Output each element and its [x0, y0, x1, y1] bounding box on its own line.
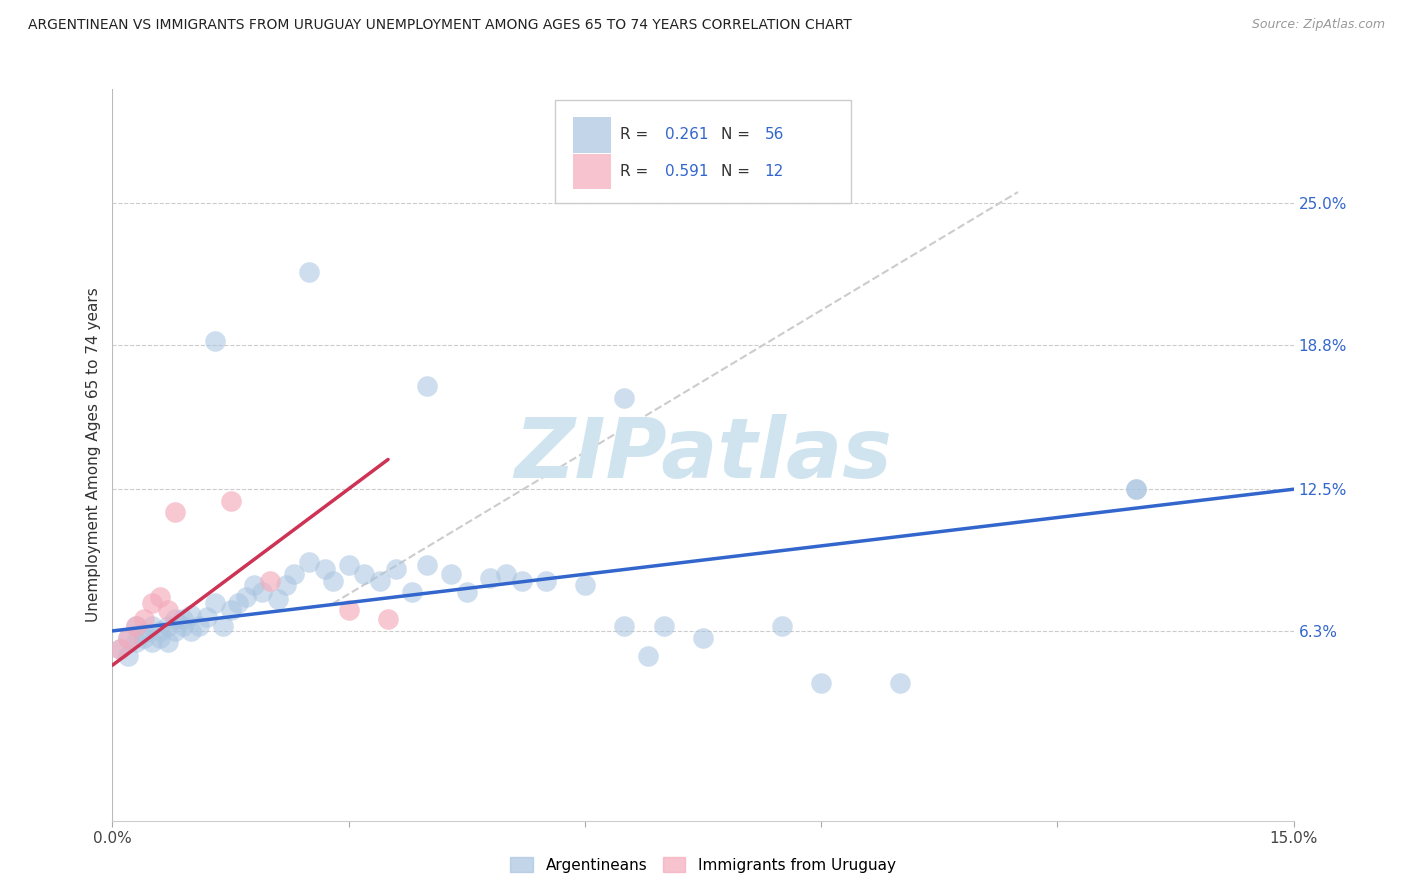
Point: [889, 676, 911, 690]
Point: [228, 597, 250, 611]
Point: [117, 631, 139, 645]
Point: [219, 603, 242, 617]
Point: [110, 642, 132, 657]
Point: [401, 585, 423, 599]
Text: ARGENTINEAN VS IMMIGRANTS FROM URUGUAY UNEMPLOYMENT AMONG AGES 65 TO 74 YEARS CO: ARGENTINEAN VS IMMIGRANTS FROM URUGUAY U…: [28, 18, 852, 32]
Point: [117, 649, 139, 664]
Point: [243, 578, 266, 592]
Point: [510, 574, 533, 588]
FancyBboxPatch shape: [574, 153, 610, 189]
Text: R =: R =: [620, 163, 654, 178]
Point: [534, 574, 557, 588]
Point: [416, 558, 439, 572]
Point: [141, 619, 163, 633]
Point: [141, 635, 163, 649]
Point: [172, 613, 194, 627]
Y-axis label: Unemployment Among Ages 65 to 74 years: Unemployment Among Ages 65 to 74 years: [86, 287, 101, 623]
Point: [1125, 482, 1147, 496]
Point: [456, 585, 478, 599]
Text: ZIPatlas: ZIPatlas: [515, 415, 891, 495]
Point: [259, 574, 281, 588]
Point: [298, 555, 321, 569]
Point: [156, 603, 179, 617]
Point: [637, 649, 659, 664]
Point: [156, 619, 179, 633]
Point: [219, 493, 242, 508]
Point: [165, 624, 187, 638]
Point: [132, 626, 155, 640]
Text: R =: R =: [620, 127, 654, 142]
Point: [149, 624, 172, 638]
Point: [652, 619, 675, 633]
Point: [385, 562, 408, 576]
Text: N =: N =: [721, 163, 755, 178]
Point: [141, 597, 163, 611]
Point: [368, 574, 391, 588]
Point: [574, 578, 596, 592]
Point: [337, 603, 360, 617]
Point: [149, 590, 172, 604]
FancyBboxPatch shape: [574, 117, 610, 153]
Point: [188, 619, 211, 633]
Point: [810, 676, 832, 690]
Point: [479, 571, 502, 585]
Point: [149, 631, 172, 645]
Point: [132, 631, 155, 645]
Text: N =: N =: [721, 127, 755, 142]
Text: 0.591: 0.591: [665, 163, 709, 178]
Point: [267, 591, 290, 606]
Text: 56: 56: [765, 127, 783, 142]
Point: [250, 585, 273, 599]
Point: [274, 578, 297, 592]
Point: [204, 334, 226, 348]
Text: Source: ZipAtlas.com: Source: ZipAtlas.com: [1251, 18, 1385, 31]
Point: [770, 619, 793, 633]
Point: [322, 574, 344, 588]
FancyBboxPatch shape: [555, 100, 851, 202]
Point: [495, 566, 517, 581]
Text: 0.261: 0.261: [665, 127, 709, 142]
Point: [117, 631, 139, 645]
Point: [165, 613, 187, 627]
Point: [613, 619, 636, 633]
Point: [125, 619, 148, 633]
Point: [235, 590, 257, 604]
Point: [283, 566, 305, 581]
Point: [125, 635, 148, 649]
Point: [110, 642, 132, 657]
Point: [180, 607, 202, 622]
Point: [353, 566, 375, 581]
Point: [180, 624, 202, 638]
Point: [377, 613, 399, 627]
Point: [211, 619, 233, 633]
Point: [692, 631, 714, 645]
Point: [314, 562, 336, 576]
Point: [613, 391, 636, 405]
Point: [298, 265, 321, 279]
Point: [172, 619, 194, 633]
Point: [416, 379, 439, 393]
Point: [337, 558, 360, 572]
Text: 12: 12: [765, 163, 783, 178]
Point: [125, 619, 148, 633]
Point: [440, 566, 463, 581]
Point: [132, 613, 155, 627]
Point: [156, 635, 179, 649]
Point: [204, 597, 226, 611]
Point: [1125, 482, 1147, 496]
Point: [165, 505, 187, 519]
Point: [195, 610, 218, 624]
Legend: Argentineans, Immigrants from Uruguay: Argentineans, Immigrants from Uruguay: [505, 851, 901, 879]
